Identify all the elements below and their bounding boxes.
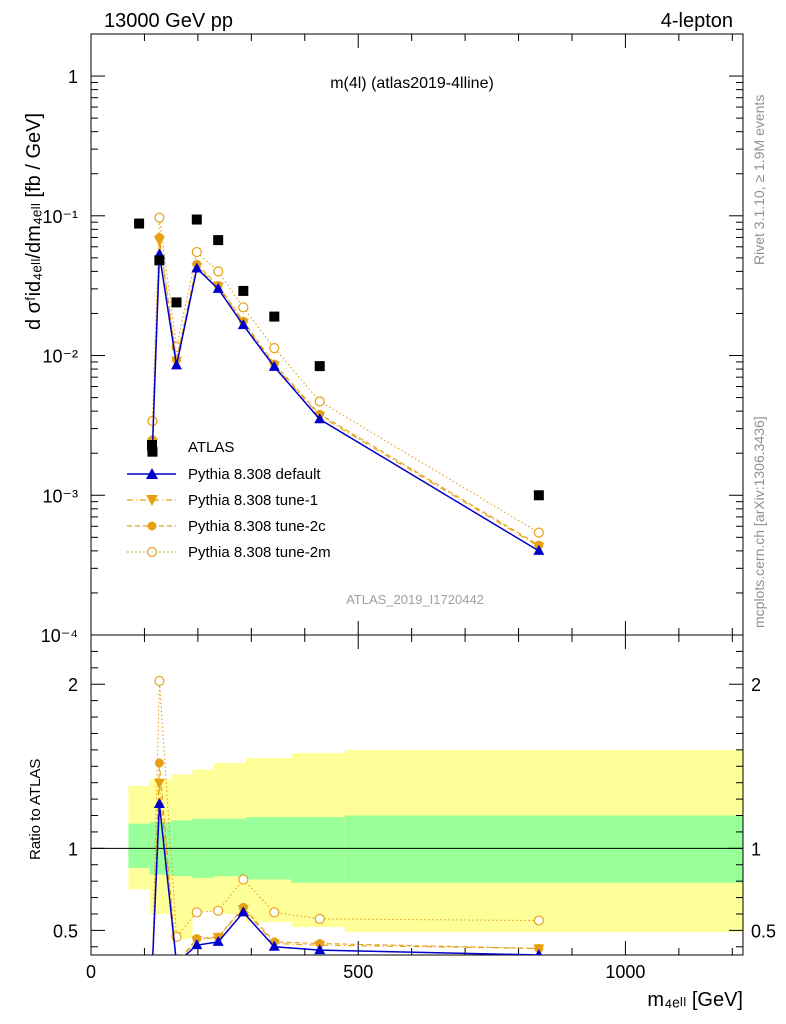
- data-point-atlas: [269, 311, 280, 322]
- data-point-atlas: [134, 218, 145, 229]
- ratio-point-dotted-open-circle: [191, 907, 202, 918]
- data-point-dashdot-triangle-down: [153, 236, 165, 247]
- data-point-dotted-open-circle: [191, 246, 202, 258]
- ratio-point-solid-triangle: [237, 906, 249, 917]
- data-point-solid-triangle: [314, 413, 326, 424]
- data-point-dotted-open-circle: [154, 212, 165, 223]
- ratio-point-dotted-open-circle: [238, 874, 249, 885]
- ratio-axis-ticks: 0.5 0.5 1 1 2 2 0 500 1000: [53, 634, 776, 982]
- ratio-y-tick-label: 2: [68, 675, 78, 695]
- ratio-point-dashed-circle: [172, 959, 181, 968]
- legend-label-tune1: Pythia 8.308 tune-1: [188, 492, 318, 509]
- plot-title: m(4l) (atlas2019-4lline): [330, 75, 494, 92]
- ratio-y-tick-label-right: 2: [751, 675, 761, 695]
- ratio-bands: [91, 749, 743, 939]
- ratio-point-solid-triangle: [191, 939, 203, 950]
- data-point-dotted-open-circle: [147, 415, 158, 427]
- ratio-point-dotted-open-circle: [213, 905, 224, 916]
- legend-marker-tune1: [146, 495, 158, 506]
- data-point-solid-triangle: [268, 360, 280, 371]
- y-tick-label: 10⁻⁴: [41, 626, 78, 646]
- ratio-band-inner: [344, 815, 743, 883]
- ratio-point-solid-triangle: [268, 940, 280, 951]
- y-tick-label: 10⁻³: [42, 486, 78, 506]
- data-point-solid-triangle: [212, 282, 224, 293]
- x-axis-label: m₄ₑₗₗ [GeV]: [647, 989, 743, 1011]
- ratio-point-solid-triangle: [314, 944, 326, 955]
- data-point-dotted-open-circle: [238, 302, 249, 313]
- data-point-dotted-open-circle: [213, 266, 224, 277]
- data-point-atlas: [191, 214, 202, 225]
- legend-marker-atlas: [147, 440, 157, 450]
- ratio-point-solid-triangle: [535, 949, 543, 955]
- data-point-dotted-open-circle: [314, 396, 325, 407]
- data-point-atlas: [533, 490, 544, 501]
- ratio-point-dashdot-triangle-down: [153, 778, 165, 789]
- ratio-band-inner: [128, 823, 150, 869]
- ratio-point-dotted-open-circle: [154, 675, 165, 687]
- ratio-point-dashdot-triangle-down: [147, 959, 158, 969]
- main-series-group: [134, 212, 545, 555]
- legend-marker-default: [146, 468, 158, 479]
- data-point-atlas: [213, 235, 224, 246]
- legend-label-tune2m: Pythia 8.308 tune-2m: [188, 544, 331, 561]
- rivet-label: Rivet 3.1.10, ≥ 1.9M events: [751, 95, 767, 265]
- series-line-dotted-open-circle: [151, 217, 540, 534]
- ratio-point-dotted-open-circle: [533, 915, 544, 926]
- data-point-atlas: [238, 285, 249, 296]
- ratio-point-dotted-open-circle: [148, 959, 157, 968]
- ratio-y-tick-label: 0.5: [53, 921, 78, 941]
- legend-label-default: Pythia 8.308 default: [188, 466, 321, 483]
- data-point-solid-triangle: [237, 319, 249, 330]
- ratio-series-group: [147, 675, 545, 969]
- data-point-dotted-open-circle: [533, 527, 544, 538]
- ratio-y-tick-label-right: 1: [751, 839, 761, 859]
- data-point-solid-triangle: [191, 262, 203, 273]
- data-point-atlas: [171, 297, 182, 308]
- y-tick-label: 10⁻¹: [42, 207, 78, 227]
- ratio-y-tick-label: 1: [68, 839, 78, 859]
- data-point-atlas: [154, 255, 165, 266]
- energy-label: 13000 GeV pp: [104, 10, 233, 32]
- site-label: mcplots.cern.ch [arXiv:1306.3436]: [751, 416, 767, 628]
- process-label: 4-lepton: [661, 10, 733, 32]
- x-tick-label: 1000: [605, 962, 645, 982]
- data-point-atlas: [147, 446, 158, 457]
- series-line-dashdot-triangle-down: [151, 240, 540, 547]
- ratio-point-dotted-open-circle: [269, 907, 280, 918]
- data-point-dotted-open-circle: [269, 343, 280, 354]
- ratio-band-inner: [291, 817, 345, 883]
- data-point-solid-triangle: [533, 544, 545, 555]
- ratio-line-dashed-circle: [152, 762, 539, 955]
- ratio-y-tick-label-right: 0.5: [751, 921, 776, 941]
- ratio-band-inner: [213, 818, 246, 877]
- main-axis-ticks: 10⁻⁴ 10⁻³ 10⁻² 10⁻¹ 1: [41, 33, 743, 646]
- ratio-plot-frame: [90, 634, 744, 956]
- ratio-point-dashdot-triangle-down: [171, 959, 182, 969]
- legend-marker-tune2m: [146, 546, 158, 558]
- series-line-dashed-circle: [151, 237, 540, 546]
- analysis-id: ATLAS_2019_I1720442: [346, 592, 484, 607]
- ratio-point-dashed-circle: [154, 758, 164, 768]
- data-point-atlas: [314, 361, 325, 372]
- data-point-solid-triangle: [171, 359, 183, 370]
- legend: ATLAS Pythia 8.308 default Pythia 8.308 …: [127, 439, 331, 561]
- y-tick-label: 1: [68, 67, 78, 87]
- legend-label-tune2c: Pythia 8.308 tune-2c: [188, 518, 326, 535]
- ratio-point-solid-triangle: [171, 957, 182, 967]
- legend-label-atlas: ATLAS: [188, 439, 234, 456]
- ratio-point-solid-triangle: [212, 935, 224, 946]
- y-axis-label-ratio: Ratio to ATLAS: [27, 759, 44, 860]
- x-tick-label: 500: [343, 962, 373, 982]
- ratio-point-solid-triangle: [147, 957, 158, 967]
- x-tick-label: 0: [86, 962, 96, 982]
- y-axis-label-main: d σᶠid₄ₑₗₗ/dm₄ₑₗₗ [fb / GeV]: [23, 113, 45, 330]
- y-tick-label: 10⁻²: [42, 347, 78, 367]
- legend-marker-tune2c: [147, 521, 157, 531]
- ratio-point-dashed-circle: [148, 959, 157, 968]
- ratio-point-solid-triangle: [153, 798, 165, 809]
- ratio-point-dotted-open-circle: [314, 913, 325, 924]
